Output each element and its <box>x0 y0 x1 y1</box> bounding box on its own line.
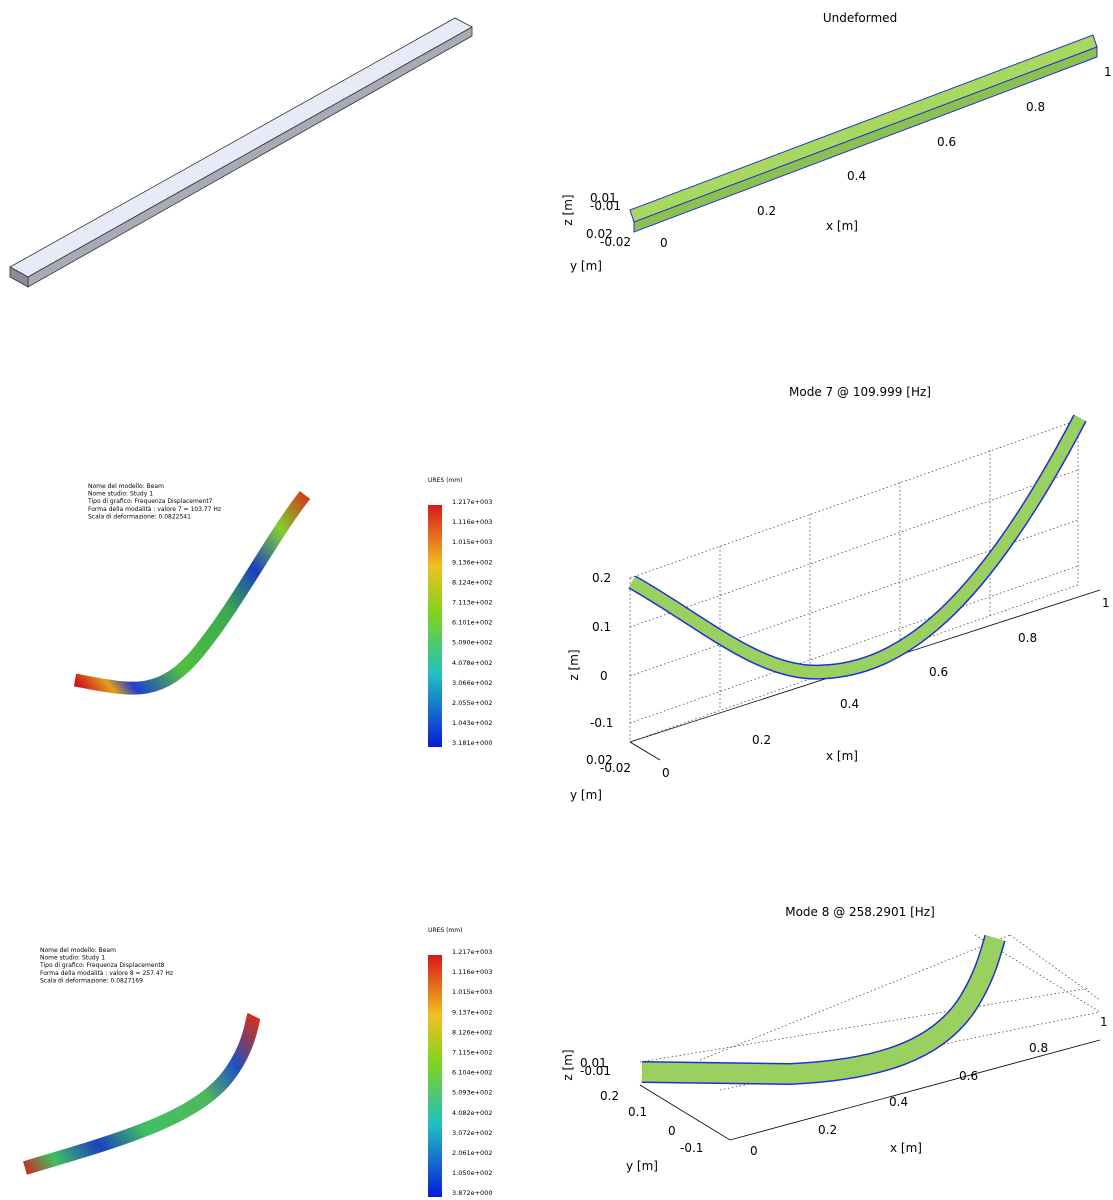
colorbar-label: 4.078e+002 <box>452 659 492 667</box>
x-axis-label: x [m] <box>890 1141 922 1155</box>
plot-title: Mode 7 @ 109.999 [Hz] <box>789 385 931 399</box>
info-text: Nome del modello: Beam <box>40 947 116 954</box>
beam-mesh <box>630 35 1097 232</box>
colorbar-label: 3.072e+002 <box>452 1129 492 1137</box>
info-text: Forma della modalità : valore 7 = 103.77… <box>88 506 221 513</box>
x-tick-label: 0.8 <box>1018 631 1037 645</box>
deformed-beam <box>25 1016 254 1168</box>
figure: Nome del modello: BeamNome studio: Study… <box>0 0 1113 1200</box>
z-axis-label: z [m] <box>561 194 575 225</box>
beam-mesh <box>642 938 995 1074</box>
z-axis-label: z [m] <box>567 649 581 680</box>
z-tick-label: -0.01 <box>590 199 621 213</box>
z-tick-label: -0.1 <box>590 716 613 730</box>
colorbar <box>428 955 442 1197</box>
colorbar-label: 1.116e+003 <box>452 968 492 976</box>
colorbar-label: 4.082e+002 <box>452 1109 492 1117</box>
info-text: Tipo di grafico: Frequenza Displacement7 <box>87 498 213 505</box>
plot-title: Undeformed <box>823 11 897 25</box>
x-tick-label: 0.6 <box>959 1069 978 1083</box>
x-axis-label: x [m] <box>826 749 858 763</box>
colorbar-label: 7.115e+002 <box>452 1049 492 1057</box>
info-text: Nome studio: Study 1 <box>40 955 105 962</box>
x-tick-label: 0.8 <box>1026 100 1045 114</box>
colorbar-title: URES (mm) <box>428 477 462 484</box>
x-tick-label: 0 <box>662 766 670 780</box>
colorbar-label: 3.181e+000 <box>452 739 492 747</box>
colorbar-label: 1.015e+003 <box>452 988 492 996</box>
x-tick-label: 0.2 <box>757 204 776 218</box>
colorbar-label: 3.872e+000 <box>452 1189 492 1197</box>
colorbar-label: 7.113e+002 <box>452 599 492 607</box>
y-tick-label: 0.2 <box>600 1089 619 1103</box>
info-text: Forma della modalità : valore 8 = 257.47… <box>40 970 173 977</box>
z-tick-label: 0.1 <box>592 620 611 634</box>
axes-box <box>640 935 1100 1140</box>
y-tick-label: -0.02 <box>600 235 631 249</box>
beam-model <box>10 18 472 287</box>
colorbar-label: 2.061e+002 <box>452 1149 492 1157</box>
colorbar-label: 5.093e+002 <box>452 1089 492 1097</box>
colorbar-title: URES (mm) <box>428 927 462 934</box>
z-tick-label: -0.01 <box>580 1064 611 1078</box>
x-axis-label: x [m] <box>826 219 858 233</box>
beam-mesh <box>632 418 1080 672</box>
y-axis-label: y [m] <box>570 259 602 273</box>
x-tick-label: 0.2 <box>818 1123 837 1137</box>
y-tick-label: -0.02 <box>600 761 631 775</box>
x-tick-label: 0.2 <box>752 733 771 747</box>
y-tick-label: 0 <box>668 1124 676 1138</box>
z-tick-label: 0 <box>600 669 608 683</box>
colorbar-label: 1.217e+003 <box>452 948 492 956</box>
colorbar-label: 5.090e+002 <box>452 639 492 647</box>
x-tick-label: 0 <box>750 1144 758 1158</box>
info-text: Nome del modello: Beam <box>88 483 164 490</box>
x-tick-label: 0.4 <box>847 169 866 183</box>
axes-box <box>630 420 1100 760</box>
z-axis-label: z [m] <box>561 1049 575 1080</box>
colorbar-label: 9.136e+002 <box>452 558 492 566</box>
x-tick-label: 0.4 <box>889 1095 908 1109</box>
colorbar-label: 8.126e+002 <box>452 1028 492 1036</box>
colorbar-label: 1.217e+003 <box>452 498 492 506</box>
colorbar-label: 2.055e+002 <box>452 699 492 707</box>
x-tick-label: 1 <box>1104 65 1112 79</box>
x-tick-label: 0.6 <box>937 135 956 149</box>
y-axis-label: y [m] <box>570 788 602 802</box>
y-tick-label: 0.1 <box>628 1105 647 1119</box>
info-text: Scala di deformazione: 0.0827169 <box>40 977 143 984</box>
y-axis-label: y [m] <box>626 1159 658 1173</box>
info-text: Nome studio: Study 1 <box>88 491 153 498</box>
colorbar-label: 9.137e+002 <box>452 1008 492 1016</box>
colorbar-label: 1.015e+003 <box>452 538 492 546</box>
x-tick-label: 0.6 <box>929 665 948 679</box>
colorbar-label: 8.124e+002 <box>452 578 492 586</box>
x-tick-label: 0.8 <box>1029 1041 1048 1055</box>
info-text: Scala di deformazione: 0.0822541 <box>88 513 191 520</box>
colorbar-label: 1.043e+002 <box>452 719 492 727</box>
z-tick-label: 0.2 <box>592 571 611 585</box>
colorbar-label: 6.101e+002 <box>452 619 492 627</box>
colorbar <box>428 505 442 747</box>
colorbar-label: 1.050e+002 <box>452 1169 492 1177</box>
x-tick-label: 0.4 <box>840 697 859 711</box>
colorbar-label: 1.116e+003 <box>452 518 492 526</box>
info-text: Tipo di grafico: Frequenza Displacement8 <box>39 962 165 969</box>
colorbar-label: 6.104e+002 <box>452 1069 492 1077</box>
x-tick-label: 1 <box>1102 596 1110 610</box>
colorbar-label: 3.066e+002 <box>452 679 492 687</box>
plot-title: Mode 8 @ 258.2901 [Hz] <box>785 905 935 919</box>
deformed-beam <box>75 495 305 688</box>
beam-mesh <box>642 938 995 1074</box>
x-tick-label: 0 <box>660 236 668 250</box>
x-tick-label: 1 <box>1100 1015 1108 1029</box>
y-tick-label: -0.1 <box>680 1141 703 1155</box>
